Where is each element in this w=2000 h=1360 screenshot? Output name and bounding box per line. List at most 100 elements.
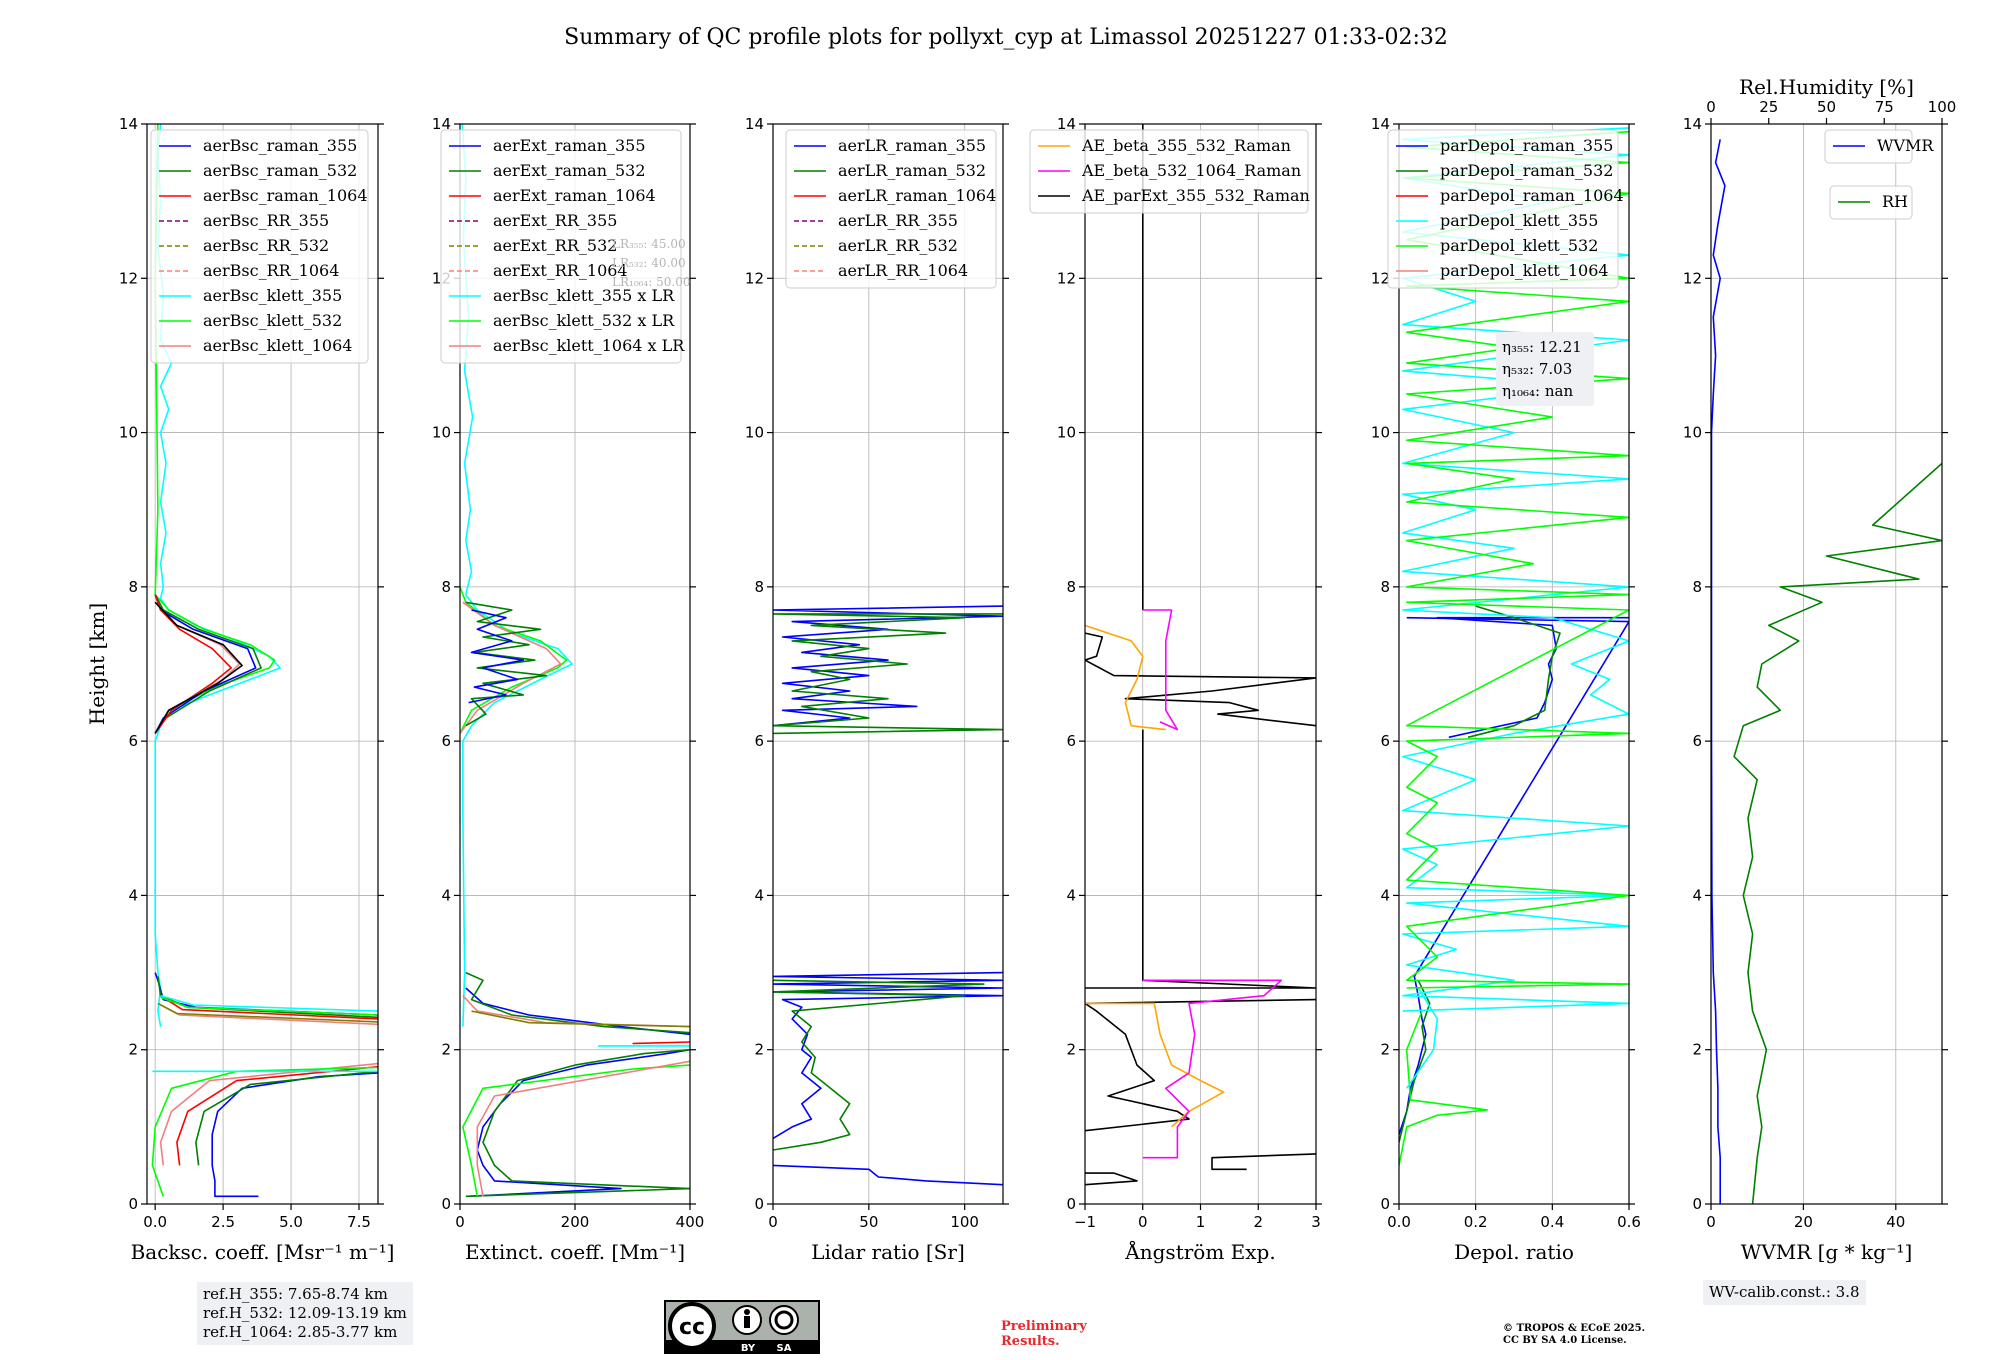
x2-tick-label: 100 (1928, 98, 1957, 116)
eta-label: η₃₅₅: 12.21 (1502, 338, 1582, 356)
legend (1824, 129, 1913, 164)
axes-frame (146, 123, 379, 1205)
legend-label: parDepol_raman_532 (1440, 161, 1613, 180)
series-aerLR_raman_532-upper (773, 613, 1003, 735)
legend-label: aerBsc_raman_1064 (203, 186, 368, 205)
y-tick-label: 10 (1683, 424, 1702, 442)
y-tick-label: 2 (128, 1041, 138, 1059)
y-tick-label: 6 (128, 732, 138, 750)
axes-frame (1710, 123, 1943, 1205)
x-tick-label: 7.5 (347, 1213, 371, 1231)
eta-label: η₁₀₆₄: nan (1502, 382, 1573, 400)
y-tick-label: 0 (1692, 1195, 1702, 1213)
y-tick-label: 8 (1066, 578, 1076, 596)
series-parDepol_klett_355-noise (1402, 127, 1629, 1012)
legend-label: parDepol_raman_1064 (1440, 186, 1624, 205)
series-group (1085, 124, 1316, 1186)
x-tick-label: 3 (1311, 1213, 1321, 1231)
y-tick-label: 8 (441, 578, 451, 596)
x2-tick-label: 75 (1875, 98, 1894, 116)
y-tick-label: 2 (1066, 1041, 1076, 1059)
x-tick-label: 0.0 (1387, 1213, 1411, 1231)
y-tick-label: 8 (128, 578, 138, 596)
series-group (460, 124, 690, 1198)
series-WVMR (1711, 139, 1726, 1204)
lr-label: LR₁₀₆₄: 50.00 (612, 275, 690, 289)
x-tick-label: −1 (1074, 1213, 1096, 1231)
y-tick-label: 0 (441, 1195, 451, 1213)
y-tick-label: 4 (754, 886, 764, 904)
series-aerExt_raman_355-low (468, 1048, 690, 1198)
y-tick-label: 2 (441, 1041, 451, 1059)
x-tick-label: 2 (1253, 1213, 1263, 1231)
legend-label: parDepol_klett_532 (1440, 236, 1598, 255)
series-aerExt_raman_532-2km (465, 971, 690, 1034)
y-tick-label: 2 (1692, 1041, 1702, 1059)
legend-label: aerBsc_klett_532 x LR (493, 311, 675, 330)
y-tick-label: 8 (1380, 578, 1390, 596)
wv-calib-const: WV-calib.const.: 3.8 (1709, 1283, 1860, 1301)
y-tick-label: 4 (128, 886, 138, 904)
y-tick-label: 6 (441, 732, 451, 750)
x-tick-label: 1 (1196, 1213, 1206, 1231)
y-tick-label: 4 (1692, 886, 1702, 904)
figure-title: Summary of QC profile plots for pollyxt_… (564, 25, 1448, 50)
copyright-note: © TROPOS & ECoE 2025. CC BY SA 4.0 Licen… (1503, 1323, 1645, 1347)
y-tick-label: 6 (1066, 732, 1076, 750)
series-red-2km (632, 1041, 690, 1045)
y-tick-label: 10 (745, 424, 764, 442)
y-tick-label: 4 (1380, 886, 1390, 904)
legend-label: aerExt_RR_355 (493, 211, 617, 230)
y-axis-label: Height [km] (85, 603, 109, 725)
series-cyan-2km (160, 994, 378, 1012)
x-tick-label: 0.0 (143, 1213, 167, 1231)
sa-label: SA (777, 1343, 792, 1354)
y-tick-label: 14 (119, 115, 138, 133)
series-aerBsc_klett_532-x-LR-low (462, 1064, 690, 1197)
y-tick-label: 0 (1066, 1195, 1076, 1213)
panel-lr: 0 2 4 6 8 10 12 14 0 50 100 Lidar ratio [Sr] aerLR_r… (745, 115, 1009, 1264)
series-aerBsc_klett_532-2km (160, 996, 378, 1016)
wv-calib-box: WV-calib.const.: 3.8 (1703, 1280, 1866, 1305)
legend-label: aerLR_RR_355 (838, 211, 958, 230)
x2-axis-label: Rel.Humidity [%] (1739, 75, 1914, 99)
series-aerBsc_klett_532 (151, 1066, 378, 1197)
ref-heights-box: ref.H_355: 7.65-8.74 km ref.H_532: 12.09… (197, 1282, 413, 1345)
y-tick-label: 12 (1683, 269, 1702, 287)
x-tick-label: 0.6 (1617, 1213, 1641, 1231)
series-olive-2km (471, 1010, 690, 1028)
y-tick-label: 2 (1380, 1041, 1390, 1059)
legend-label: aerBsc_RR_355 (203, 211, 329, 230)
y-tick-label: 14 (1371, 115, 1390, 133)
copyright-line2: CC BY SA 4.0 License. (1503, 1335, 1627, 1346)
panel-depol: 0 2 4 6 8 10 12 14 0.0 0.2 0.4 0.6 Depol. ratio parDe… (1371, 115, 1641, 1264)
x-tick-label: 200 (561, 1213, 590, 1231)
series-olive-dash (157, 1002, 378, 1023)
series-parDepol_raman_532-layer (1467, 605, 1561, 739)
panel-bsc: 0 2 4 6 8 10 12 14 0.0 2.5 5.0 7.5 Backsc. coeff. [M… (85, 115, 394, 1264)
series-aerBsc_klett_1064-upper (154, 601, 241, 734)
series-aerLR_raman_355-upper (773, 605, 1003, 727)
y-tick-label: 6 (1692, 732, 1702, 750)
series-parDepol_raman_355 (1399, 616, 1629, 1135)
y-tick-label: 6 (1380, 732, 1390, 750)
legend-label: aerBsc_klett_1064 x LR (493, 336, 685, 355)
series-group (773, 605, 1003, 1186)
y-tick-label: 10 (1057, 424, 1076, 442)
series-group (151, 124, 378, 1198)
ref-height-1064: ref.H_1064: 2.85-3.77 km (203, 1323, 398, 1341)
ref-height-532: ref.H_532: 12.09-13.19 km (203, 1304, 407, 1322)
x-axis-label: WVMR [g * kg⁻¹] (1741, 1240, 1913, 1264)
series-aerExt_raman_532 (465, 601, 548, 727)
x-axis-label: Backsc. coeff. [Msr⁻¹ m⁻¹] (131, 1240, 395, 1264)
legend-label: aerLR_RR_1064 (838, 261, 968, 280)
legend-label: aerBsc_klett_355 x LR (493, 286, 675, 305)
legend-label: aerExt_raman_532 (493, 161, 646, 180)
y-tick-label: 0 (128, 1195, 138, 1213)
x-tick-label: 0 (455, 1213, 465, 1231)
legend (440, 129, 682, 364)
series-aerBsc_klett_532-upper (154, 124, 276, 734)
legend-label: aerLR_RR_532 (838, 236, 958, 255)
